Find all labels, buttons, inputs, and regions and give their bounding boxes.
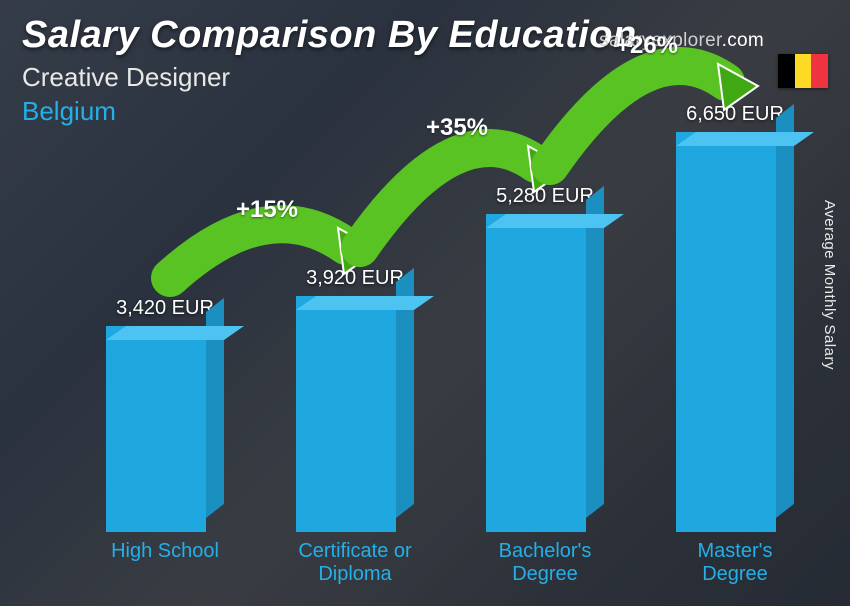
bar-face <box>676 132 814 146</box>
bar-face <box>106 326 206 532</box>
bar-face <box>776 104 794 518</box>
bar <box>296 296 414 532</box>
bar-group: 3,420 EUR High School <box>90 297 240 586</box>
infographic-canvas: { "header": { "title": "Salary Compariso… <box>0 0 850 606</box>
bar <box>106 326 224 532</box>
increase-percent: +35% <box>426 114 488 142</box>
increase-percent: +26% <box>616 32 678 60</box>
bar-group: 3,920 EUR Certificate or Diploma <box>280 267 430 586</box>
increase-percent: +15% <box>236 196 298 224</box>
y-axis-label: Average Monthly Salary <box>821 200 838 370</box>
bar-group: 6,650 EUR Master's Degree <box>660 103 810 586</box>
flag-stripe <box>795 54 812 88</box>
bar-label: Bachelor's Degree <box>499 540 592 586</box>
bar-face <box>296 296 434 310</box>
bar-value: 5,280 EUR <box>496 185 594 208</box>
bar-value: 3,420 EUR <box>116 297 214 320</box>
chart-title: Salary Comparison By Education <box>22 14 637 57</box>
bar-face <box>106 326 244 340</box>
bar-chart: 3,420 EUR High School 3,920 EUR Certificate… <box>40 120 790 586</box>
bar-value: 3,920 EUR <box>306 267 404 290</box>
bar-face <box>486 214 586 532</box>
country-flag <box>778 54 828 88</box>
bar-label: Certificate or Diploma <box>298 540 411 586</box>
flag-stripe <box>778 54 795 88</box>
flag-stripe <box>811 54 828 88</box>
bar-group: 5,280 EUR Bachelor's Degree <box>470 185 620 586</box>
bar <box>676 132 794 532</box>
chart-subtitle: Creative Designer <box>22 62 230 93</box>
bar-face <box>676 132 776 532</box>
bar-face <box>586 186 604 518</box>
bar-face <box>486 214 624 228</box>
bar-value: 6,650 EUR <box>686 103 784 126</box>
bar-label: Master's Degree <box>698 540 773 586</box>
brand-suffix: .com <box>722 30 764 51</box>
bar-label: High School <box>111 540 219 586</box>
bar <box>486 214 604 532</box>
bar-face <box>296 296 396 532</box>
